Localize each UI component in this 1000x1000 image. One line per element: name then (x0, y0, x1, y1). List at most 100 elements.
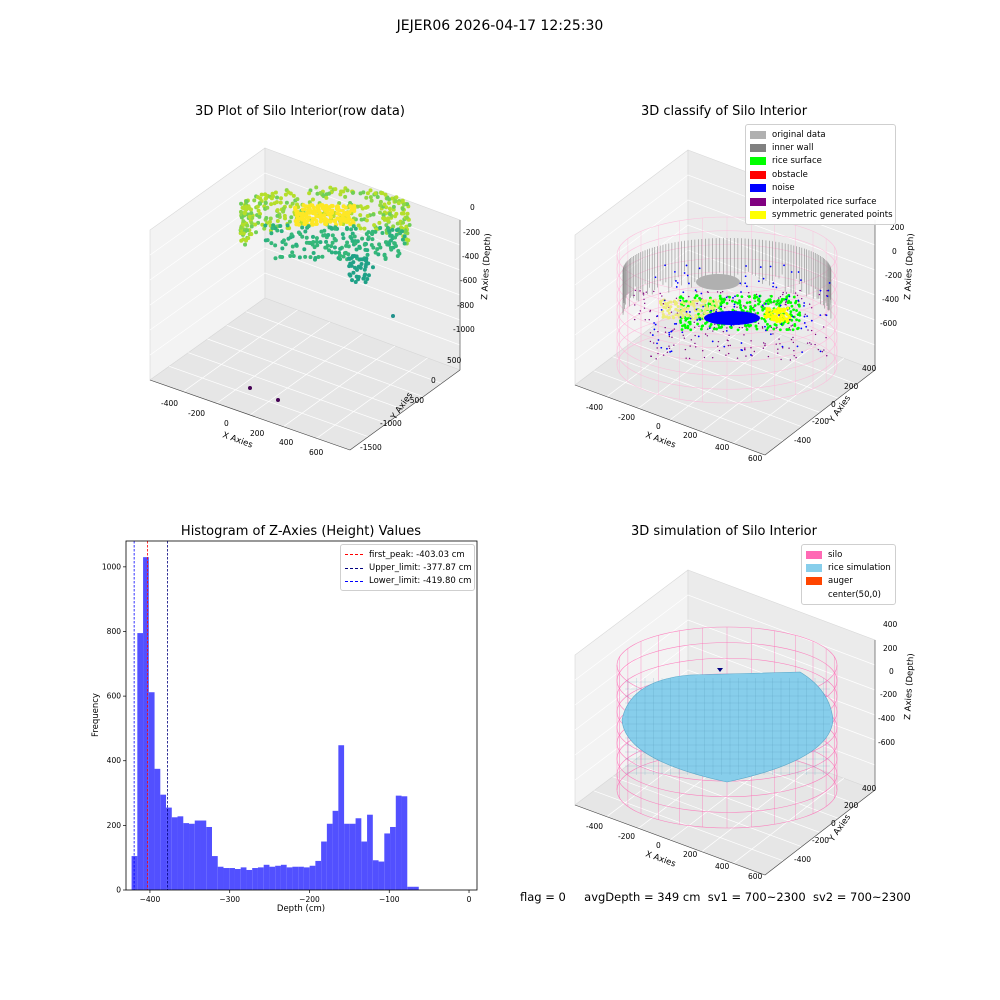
raw-point (322, 216, 327, 221)
interpolated-point (714, 323, 716, 326)
histogram-bar (315, 860, 322, 890)
raw-ytick: 0 (431, 376, 436, 385)
interpolated-point (743, 334, 745, 336)
raw-point (308, 255, 313, 260)
noise-point (710, 309, 713, 312)
sim-xtick: 200 (683, 850, 698, 859)
raw-point (291, 193, 296, 198)
histogram-bar (234, 868, 241, 890)
interpolated-point (792, 341, 795, 344)
symmetric-point (773, 308, 777, 312)
symmetric-point (706, 307, 710, 311)
raw-point (395, 221, 400, 226)
raw-point (358, 213, 363, 218)
noise-point (758, 295, 761, 298)
histogram-bar (263, 864, 270, 890)
interpolated-point (638, 312, 640, 315)
raw-ztick: 0 (470, 203, 475, 212)
rice-surface-point (725, 301, 729, 305)
raw-point (330, 208, 335, 213)
sim-ytick: 400 (862, 784, 877, 793)
raw-point (391, 204, 396, 209)
interpolated-point (788, 347, 790, 349)
raw-point (400, 237, 405, 242)
interpolated-point (806, 342, 809, 344)
noise-point (736, 316, 739, 319)
interpolated-point (695, 291, 698, 293)
noise-point (740, 348, 743, 351)
raw-point (337, 253, 342, 258)
raw-point (268, 216, 273, 221)
interpolated-point (650, 355, 652, 357)
raw-point (260, 222, 265, 227)
symmetric-point (717, 299, 721, 303)
interpolated-point (671, 336, 673, 338)
raw-point (386, 216, 391, 221)
sim-xtick: 400 (715, 862, 730, 871)
raw-point (281, 238, 286, 243)
interpolated-point (776, 326, 778, 329)
classify-ytick: 400 (862, 364, 877, 373)
symmetric-point (661, 313, 665, 317)
raw-point (352, 206, 357, 211)
interpolated-point (764, 344, 766, 347)
interpolated-point (784, 303, 786, 306)
interpolated-point (673, 344, 675, 346)
interpolated-point (799, 289, 801, 292)
legend-label: Lower_limit: -419.80 cm (369, 576, 472, 587)
raw-point (283, 242, 288, 247)
rice-surface-point (794, 301, 797, 305)
classify-ztick: 0 (892, 247, 897, 256)
noise-point (781, 345, 784, 348)
noise-point (698, 267, 701, 270)
interpolated-point (793, 350, 795, 352)
symmetric-point (763, 314, 767, 318)
legend-label: noise (772, 183, 795, 194)
noise-point (762, 277, 765, 280)
noise-point (740, 342, 743, 344)
raw-point (248, 386, 252, 390)
noise-point (732, 296, 734, 299)
legend-entry: auger (806, 575, 890, 588)
raw-point (314, 218, 319, 223)
histogram-bar (194, 820, 201, 890)
noise-point (828, 282, 831, 284)
interpolated-point (704, 333, 707, 335)
histogram-title: Histogram of Z-Axies (Height) Values (180, 524, 422, 539)
interpolated-point (807, 329, 809, 331)
histogram-bar (395, 795, 402, 890)
legend-swatch (806, 591, 822, 599)
histogram-bar (275, 865, 281, 890)
raw-point (383, 192, 388, 197)
rice-surface-point (718, 297, 722, 300)
raw-point (253, 222, 258, 227)
interpolated-point (649, 340, 652, 343)
legend-swatch (750, 170, 766, 179)
raw-point (405, 211, 410, 216)
noise-point (819, 350, 822, 353)
raw-point (313, 256, 318, 261)
center-marker (717, 668, 723, 672)
interpolated-point (761, 326, 764, 328)
noise-point (651, 334, 654, 336)
raw-point (350, 253, 355, 258)
legend-swatch (750, 144, 766, 153)
interpolated-point (666, 351, 669, 353)
raw-point (342, 251, 347, 256)
histogram-bar (372, 860, 379, 890)
raw-point (378, 203, 383, 208)
interpolated-point (792, 336, 794, 339)
rice-surface-point (753, 304, 757, 307)
interpolated-point (706, 335, 709, 337)
legend-entry: first_peak: -403.03 cm (345, 548, 469, 561)
histogram-bar (223, 868, 230, 890)
rice-surface-point (768, 324, 772, 328)
rice-surface-point (744, 306, 747, 309)
raw-point (329, 250, 334, 255)
raw-point (362, 226, 367, 231)
symmetric-point (682, 302, 686, 306)
raw-point (314, 214, 319, 219)
rice-surface-point (749, 305, 752, 308)
interpolated-point (772, 333, 774, 335)
raw-point (302, 247, 307, 252)
